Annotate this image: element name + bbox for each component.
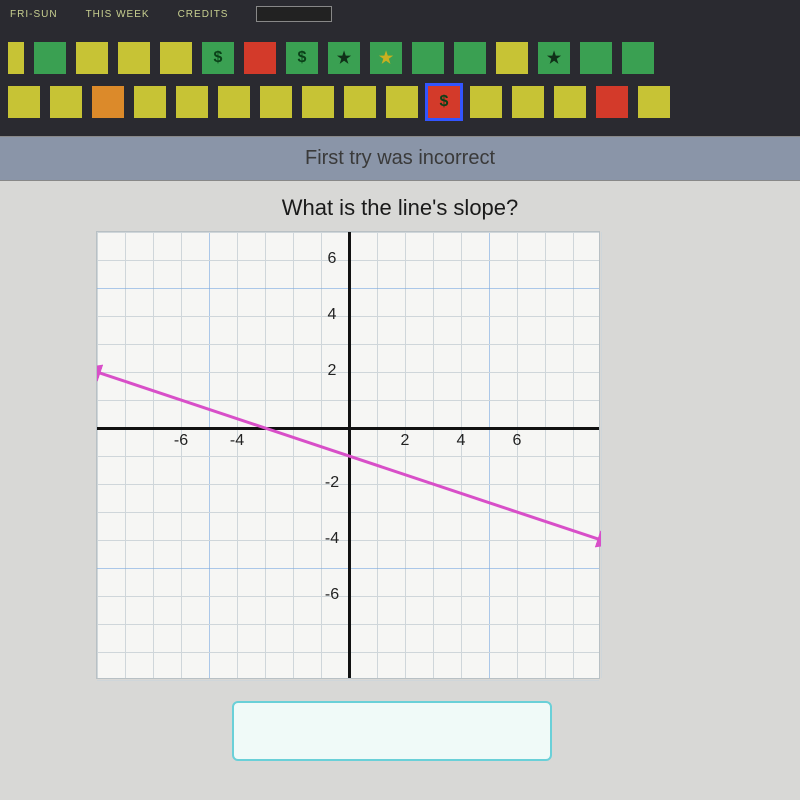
progress-tile[interactable] [622, 42, 654, 74]
progress-tile[interactable] [470, 86, 502, 118]
topbar-thisweek[interactable]: THIS WEEK [86, 9, 150, 20]
graph-wrap: -6-4246642-2-4-6 [0, 231, 800, 679]
progress-tile-rows: $ $ ★ ★ ★ $ [0, 28, 800, 136]
progress-tile[interactable] [344, 86, 376, 118]
progress-tile[interactable]: $ [202, 42, 234, 74]
progress-tile[interactable]: ★ [370, 42, 402, 74]
progress-tile[interactable] [176, 86, 208, 118]
progress-tile[interactable] [92, 86, 124, 118]
progress-tile[interactable] [76, 42, 108, 74]
progress-tile[interactable] [260, 86, 292, 118]
progress-tile[interactable] [118, 42, 150, 74]
progress-tile[interactable] [160, 42, 192, 74]
coordinate-graph: -6-4246642-2-4-6 [96, 231, 600, 679]
progress-tile[interactable] [554, 86, 586, 118]
progress-tile[interactable] [302, 86, 334, 118]
progress-tile[interactable] [454, 42, 486, 74]
progress-tile[interactable]: ★ [538, 42, 570, 74]
topbar-credits[interactable]: CREDITS [178, 9, 229, 20]
progress-tile[interactable] [386, 86, 418, 118]
progress-tile[interactable] [218, 86, 250, 118]
feedback-banner: First try was incorrect [0, 136, 800, 181]
progress-tile[interactable] [580, 42, 612, 74]
topbar: FRI-SUN THIS WEEK CREDITS [0, 0, 800, 28]
progress-tile[interactable] [412, 42, 444, 74]
progress-tile[interactable] [496, 42, 528, 74]
progress-tile[interactable]: ★ [328, 42, 360, 74]
progress-tile[interactable] [8, 86, 40, 118]
progress-tile[interactable] [638, 86, 670, 118]
progress-tile[interactable] [244, 42, 276, 74]
progress-tile[interactable] [8, 42, 24, 74]
graph-line [97, 232, 601, 680]
topbar-frisun[interactable]: FRI-SUN [10, 9, 58, 20]
answer-input-box[interactable] [232, 701, 552, 761]
progress-tile[interactable]: $ [428, 86, 460, 118]
topbar-counter-box [256, 6, 332, 22]
progress-tile[interactable] [512, 86, 544, 118]
tile-row-2: $ [0, 80, 800, 124]
progress-tile[interactable] [34, 42, 66, 74]
question-text: What is the line's slope? [0, 181, 800, 231]
tile-row-1: $ $ ★ ★ ★ [0, 36, 800, 80]
progress-tile[interactable]: $ [286, 42, 318, 74]
progress-tile[interactable] [134, 86, 166, 118]
progress-tile[interactable] [596, 86, 628, 118]
progress-tile[interactable] [50, 86, 82, 118]
